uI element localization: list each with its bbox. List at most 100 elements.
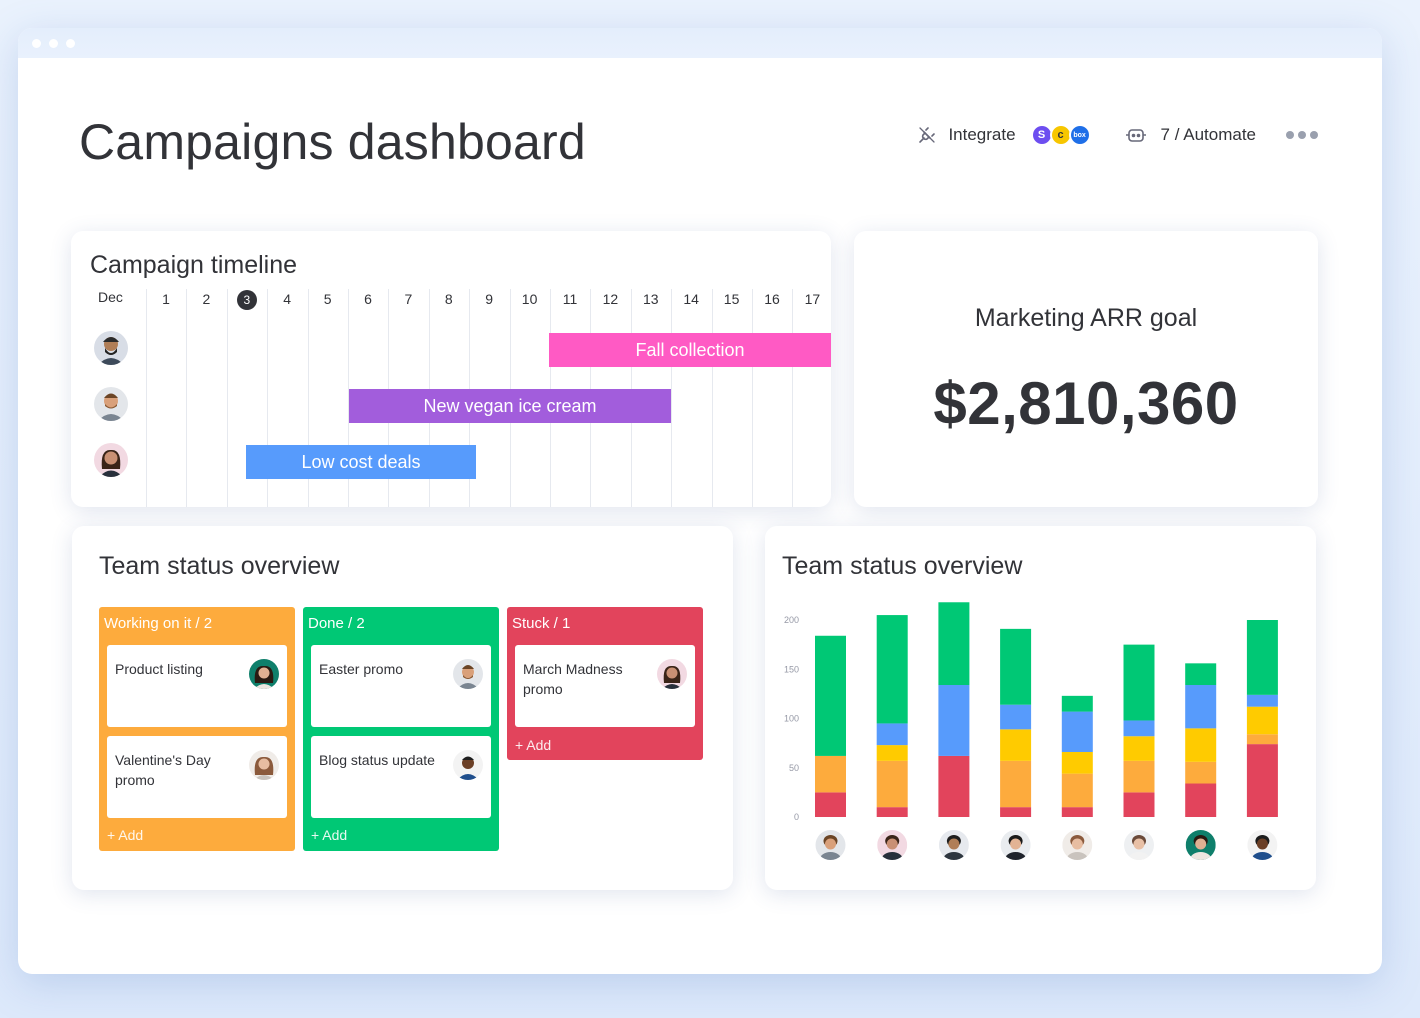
kanban-card[interactable]: March Madness promo [515, 645, 695, 727]
avatar[interactable] [249, 659, 279, 689]
bar-segment[interactable] [815, 792, 846, 817]
avatar[interactable] [1247, 830, 1278, 868]
kanban-card[interactable]: Product listing [107, 645, 287, 727]
bar-segment[interactable] [1000, 729, 1032, 761]
kanban-card[interactable]: Blog status update [311, 736, 491, 818]
avatar[interactable] [1185, 830, 1216, 868]
bar-segment[interactable] [815, 635, 846, 756]
timeline-bar-low-cost-deals[interactable]: Low cost deals [246, 445, 476, 479]
bar-segment[interactable] [1185, 685, 1217, 729]
more-dots-icon[interactable] [1286, 131, 1318, 139]
avatar[interactable] [1124, 830, 1154, 868]
timeline-day: 9 [485, 291, 494, 307]
avatar[interactable] [94, 443, 128, 477]
add-item-button[interactable]: + Add [107, 827, 144, 843]
timeline-day: 5 [323, 291, 332, 307]
timeline-gridline [752, 289, 753, 507]
integrate-button[interactable]: Integrate S c box [916, 124, 1091, 146]
bar-segment[interactable] [938, 755, 970, 817]
timeline-day: 17 [804, 291, 821, 307]
avatar[interactable] [94, 331, 128, 365]
avatar[interactable] [815, 830, 846, 868]
bar-segment[interactable] [876, 723, 908, 746]
bar-segment[interactable] [1123, 644, 1155, 721]
widget-title: Campaign timeline [90, 251, 298, 279]
timeline-day: 2 [202, 291, 211, 307]
bar-segment[interactable] [1061, 711, 1093, 752]
automate-button[interactable]: 7 / Automate [1125, 124, 1256, 146]
y-tick-label: 150 [784, 664, 799, 674]
timeline-gridline [792, 289, 794, 507]
window-dot-maximize[interactable] [66, 38, 75, 48]
kanban-column-title: Done / 2 [308, 615, 365, 632]
y-tick-label: 50 [789, 763, 799, 773]
timeline-day: 7 [404, 291, 413, 307]
bar-segment[interactable] [1000, 628, 1032, 705]
page-title: Campaigns dashboard [79, 114, 586, 170]
integration-logo-icon: box [1068, 124, 1091, 146]
bar-segment[interactable] [1000, 807, 1032, 817]
timeline-bar-fall-collection[interactable]: Fall collection [549, 333, 831, 367]
bar-segment[interactable] [1123, 736, 1155, 761]
kanban-card[interactable]: Easter promo [311, 645, 491, 727]
bar-segment[interactable] [1061, 773, 1093, 808]
campaign-timeline-widget: Campaign timeline Dec 1 2 3 4 5 6 7 8 9 10 11 12 13 1… [71, 231, 831, 507]
arr-label: Marketing ARR goal [974, 304, 1198, 332]
add-item-button[interactable]: + Add [311, 827, 348, 843]
bar-segment[interactable] [1000, 704, 1032, 730]
y-tick-label: 0 [794, 812, 799, 822]
bar-segment[interactable] [938, 685, 970, 756]
avatar[interactable] [453, 659, 483, 689]
bar-segment[interactable] [876, 807, 908, 817]
bar-segment[interactable] [1246, 734, 1278, 745]
avatar[interactable] [453, 750, 483, 780]
bar-segment[interactable] [815, 755, 846, 793]
kanban-card-title: Product listing [115, 661, 203, 677]
bar-segment[interactable] [876, 615, 908, 724]
bar-segment[interactable] [1123, 792, 1155, 817]
timeline-bar-new-vegan-ice-cream[interactable]: New vegan ice cream [349, 389, 671, 423]
avatar[interactable] [1062, 830, 1093, 868]
bar-segment[interactable] [1185, 728, 1217, 762]
kanban-card[interactable]: Valentine's Day promo [107, 736, 287, 818]
bar-segment[interactable] [1246, 744, 1278, 817]
y-tick-label: 100 [784, 714, 799, 724]
bar-segment[interactable] [1061, 807, 1093, 817]
timeline-day: 10 [521, 291, 538, 307]
kanban-card-title: Easter promo [319, 661, 404, 677]
window-dot-minimize[interactable] [49, 38, 58, 48]
timeline-day: 14 [683, 291, 699, 307]
avatar[interactable] [94, 387, 128, 421]
bar-segment[interactable] [1123, 760, 1155, 793]
bar-segment[interactable] [1185, 761, 1217, 784]
window-dot-close[interactable] [32, 38, 41, 48]
avatar[interactable] [249, 750, 279, 780]
bar-segment[interactable] [1000, 760, 1032, 808]
bar-segment[interactable] [1246, 620, 1278, 695]
bar-segment[interactable] [876, 745, 908, 761]
bar-segment[interactable] [1185, 663, 1217, 686]
avatar[interactable] [1000, 830, 1031, 868]
avatar[interactable] [877, 830, 908, 868]
avatar[interactable] [657, 659, 687, 689]
integration-logos: S c box [1030, 124, 1091, 146]
timeline-day: 1 [162, 291, 170, 307]
bar-segment[interactable] [1061, 695, 1093, 712]
arr-value: $2,810,360 [933, 370, 1239, 437]
timeline-day: 12 [602, 291, 619, 307]
timeline-gridline [348, 289, 349, 507]
bar-segment[interactable] [1061, 751, 1093, 774]
timeline-gridline [146, 289, 147, 507]
app-window: Campaigns dashboard Integrate S c box 7 … [18, 28, 1382, 974]
bar-segment[interactable] [1185, 783, 1217, 817]
add-item-button[interactable]: + Add [515, 737, 552, 753]
bar-segment[interactable] [1246, 694, 1278, 707]
timeline-gridline [711, 289, 713, 507]
bar-segment[interactable] [938, 602, 970, 686]
avatar[interactable] [938, 830, 969, 868]
timeline-day: 11 [562, 291, 578, 307]
window-titlebar [18, 28, 1382, 58]
bar-segment[interactable] [1246, 706, 1278, 735]
bar-segment[interactable] [1123, 720, 1155, 737]
bar-segment[interactable] [876, 760, 908, 808]
